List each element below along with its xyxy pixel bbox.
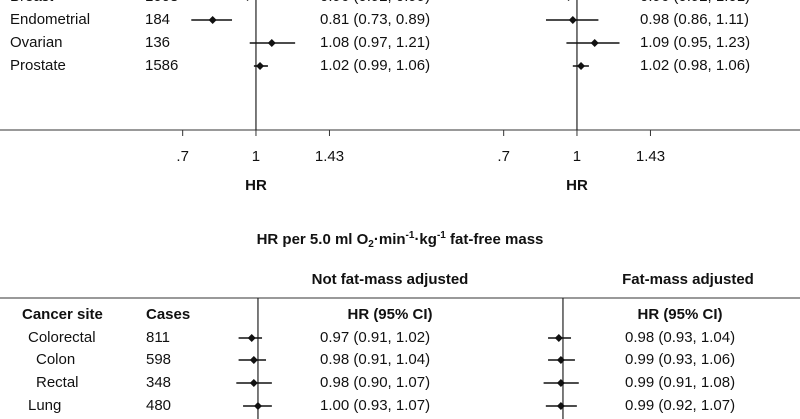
ci-label: 0.98 (0.91, 1.04) [320,351,430,368]
column-header: Cancer site [22,306,103,323]
hr-point [556,379,565,387]
ci-label: 0.99 (0.91, 1.08) [625,374,735,391]
ci-label: 1.02 (0.99, 1.06) [320,57,430,74]
x-tick-label: 1.43 [315,148,344,165]
hr-point [246,0,249,1]
ci-label: 0.97 (0.91, 1.02) [320,329,430,346]
ci-label: 0.99 (0.92, 1.07) [625,397,735,414]
title-part: fat-free mass [446,231,544,248]
site-label: Prostate [10,57,66,74]
title-part: -1 [406,230,415,241]
x-axis-label: HR [245,177,267,194]
hr-point [590,39,599,47]
ci-label: 1.08 (0.97, 1.21) [320,34,430,51]
hr-point [568,16,577,24]
ci-label: 0.98 (0.93, 1.04) [625,329,735,346]
site-label: Colon [36,351,75,368]
column-header: Cases [146,306,190,323]
hr-point [253,402,262,410]
hr-point [208,16,217,24]
hr-point [247,334,256,342]
column-header: HR (95% CI) [637,306,722,323]
x-tick-label: .7 [176,148,189,165]
ci-label: 0.81 (0.73, 0.89) [320,11,430,28]
cases-label: 348 [146,374,171,391]
cases-label: 1008 [145,0,178,5]
x-tick-label: 1 [573,148,581,165]
hr-point [249,379,258,387]
cases-label: 811 [146,329,170,346]
hr-point [556,402,565,410]
site-label: Colorectal [28,329,96,346]
hr-point [554,334,563,342]
hr-point [556,356,565,364]
ci-label: 0.99 (0.93, 1.06) [625,351,735,368]
column-header: HR (95% CI) [347,306,432,323]
cases-label: 598 [146,351,171,368]
site-label: Ovarian [10,34,63,51]
ci-label: 1.00 (0.93, 1.07) [320,397,430,414]
title-part: -1 [437,230,446,241]
site-label: Rectal [36,374,79,391]
ci-label: 0.98 (0.86, 1.11) [640,11,749,28]
cases-label: 136 [145,34,170,51]
title-part: HR per 5.0 ml O [257,231,369,248]
ci-label: 0.96 (0.92, 1.01) [640,0,750,5]
cases-label: 480 [146,397,171,414]
ci-label: 1.02 (0.98, 1.06) [640,57,750,74]
hr-point [249,356,258,364]
chart-title: HR per 5.0 ml O2·min-1·kg-1 fat-free mas… [257,230,544,250]
cases-label: 184 [145,11,170,28]
site-label: Lung [28,397,61,414]
ci-label: 0.98 (0.90, 1.07) [320,374,430,391]
title-part: ·kg [414,231,437,248]
title-part: 2 [368,239,374,250]
x-axis-label: HR [566,177,588,194]
hr-point [567,0,570,1]
hr-point [267,39,276,47]
ci-label: 1.09 (0.95, 1.23) [640,34,750,51]
x-tick-label: 1.43 [636,148,665,165]
ci-label: 0.96 (0.92, 0.99) [320,0,430,5]
hr-point [256,62,265,70]
site-label: Endometrial [10,11,90,28]
legend-entry: Not fat-mass adjusted [312,271,469,288]
site-label: Breast [10,0,54,5]
cases-label: 1586 [145,57,178,74]
hr-point [577,62,586,70]
legend-entry: Fat-mass adjusted [622,271,754,288]
x-tick-label: 1 [252,148,260,165]
title-part: ·min [374,231,406,248]
x-tick-label: .7 [497,148,510,165]
